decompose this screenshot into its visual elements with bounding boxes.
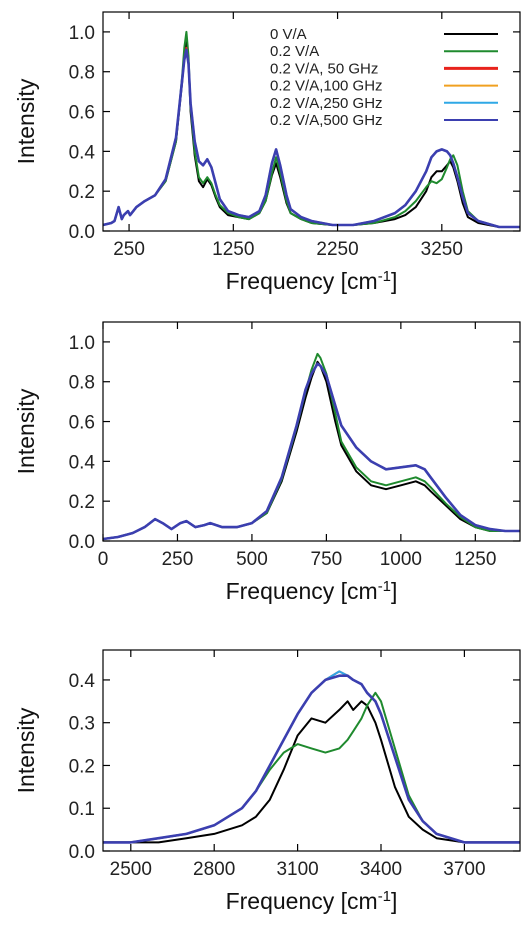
x-tick-label: 500 [236,549,268,570]
y-tick-label: 1.0 [69,333,95,354]
y-tick-label: 0.2 [69,182,95,203]
legend-label: 0.2 V/A,250 GHz [270,95,383,112]
y-tick-label: 0.4 [69,452,96,473]
y-tick-label: 0.0 [69,222,95,243]
x-tick-label: 1000 [380,549,422,570]
legend-label: 0.2 V/A,500 GHz [270,112,383,129]
series-line-0-2-v-a-500-ghz [103,362,520,541]
y-tick-label: 0.4 [69,142,96,163]
x-tick-label: 3400 [360,859,402,880]
y-tick-label: 0.8 [69,373,95,394]
y-tick-label: 0.6 [69,413,95,434]
series-group [103,30,520,229]
x-tick-label: 250 [162,549,194,570]
legend-label: 0.2 V/A [270,43,319,60]
chart-panel-1: 250 1250 2250 3250 0.0 0.2 0.4 0.6 0.8 1.0 Frequen… [13,11,521,295]
plot-frame [102,11,521,232]
chart-panel-2: 0 250 500 750 1000 1250 0.0 0.2 0.4 0.6 0.8 1.0 Freq… [13,321,521,605]
y-tick-label: 0.6 [69,103,95,124]
y-tick-label: 0.0 [69,842,95,863]
x-axis-title: Frequency [cm-1] [226,578,398,605]
x-tick-label: 3250 [421,239,463,260]
legend-label: 0.2 V/A, 50 GHz [270,60,378,77]
plot-frame [102,321,521,542]
y-tick-label: 0.4 [69,671,96,692]
series-group [103,352,520,541]
legend-label: 0 V/A [270,26,307,43]
y-tick-label: 1.0 [69,23,95,44]
y-tick-label: 0.2 [69,492,95,513]
x-axis-title: Frequency [cm-1] [226,888,398,915]
y-axis-title: Intensity [13,78,39,164]
series-line-0-2-v-a-500-ghz [103,674,520,844]
x-tick-label: 1250 [212,239,254,260]
x-axis-title: Frequency [cm-1] [226,268,398,295]
y-axis-title: Intensity [13,388,39,474]
y-tick-label: 0.2 [69,756,95,777]
y-tick-label: 0.8 [69,63,95,84]
x-tick-label: 2250 [316,239,358,260]
x-tick-label: 750 [311,549,343,570]
plot-frame [102,649,521,852]
series-line-0-v-a [103,700,520,844]
series-group [103,670,520,844]
x-tick-label: 2800 [193,859,235,880]
x-tick-label: 2500 [110,859,152,880]
y-tick-label: 0.1 [69,799,95,820]
x-tick-label: 3700 [443,859,485,880]
y-tick-label: 0.0 [69,532,95,553]
legend-label: 0.2 V/A,100 GHz [270,78,383,95]
chart-panel-3: 2500 2800 3100 3400 3700 0.0 0.1 0.2 0.3 0.4 Frequ… [13,649,521,915]
x-tick-label: 3100 [276,859,318,880]
y-tick-label: 0.3 [69,714,95,735]
series-line-0-2-v-a-500-ghz [103,48,520,229]
x-tick-label: 0 [98,549,109,570]
x-tick-label: 250 [113,239,145,260]
x-tick-label: 1250 [454,549,496,570]
y-axis-title: Intensity [13,707,39,793]
